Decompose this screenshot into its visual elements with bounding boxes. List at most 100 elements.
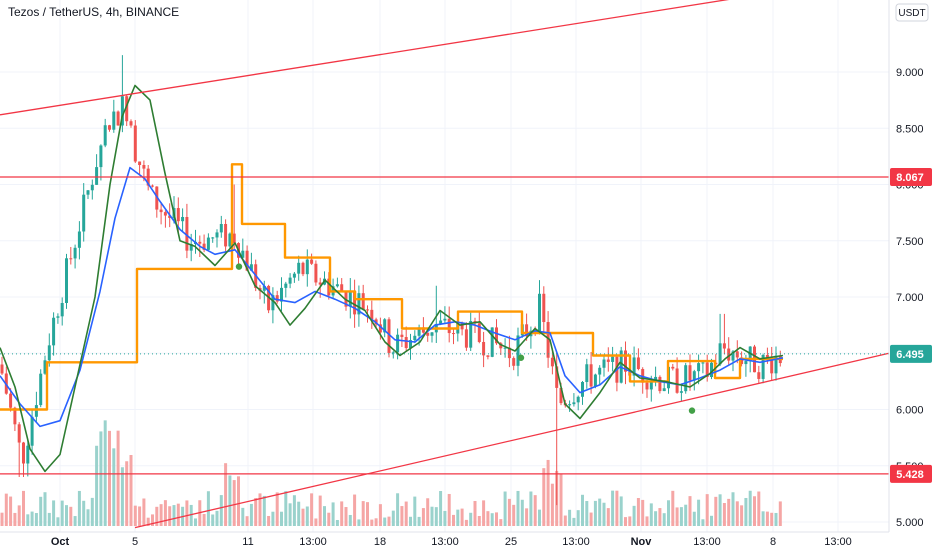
volume-bar <box>684 504 688 526</box>
volume-bar <box>636 498 640 526</box>
candle-body <box>310 259 314 264</box>
volume-bar <box>482 500 486 526</box>
volume-bar <box>112 448 116 526</box>
candle-body <box>90 184 94 191</box>
volume-bar <box>495 512 498 526</box>
volume-bar <box>13 512 17 526</box>
unit-button-frame[interactable] <box>895 3 929 22</box>
candle-body <box>95 167 99 185</box>
candle-body <box>482 341 486 356</box>
volume-bar <box>649 503 653 526</box>
volume-bar <box>658 508 662 526</box>
volume-bar <box>211 514 215 526</box>
candle-body <box>606 359 610 362</box>
signal-dot <box>688 407 696 414</box>
candle-body <box>740 357 744 365</box>
unit-button-label[interactable]: USDT <box>898 8 925 19</box>
price-badge: 8.067 <box>890 167 932 186</box>
time-tick-label: 18 <box>374 536 386 548</box>
candle-body <box>357 293 361 315</box>
volume-bar <box>90 497 94 526</box>
volume-bar <box>271 511 275 526</box>
volume-bar <box>710 515 713 526</box>
volume-bar <box>525 508 529 526</box>
time-tick-label: 5 <box>132 536 138 548</box>
candle-body <box>611 356 615 362</box>
volume-bar <box>692 511 696 526</box>
overlay-line-green <box>0 84 784 473</box>
price-tick-label: 7.500 <box>896 236 924 248</box>
candle-body <box>757 372 761 379</box>
volume-bar <box>529 491 533 526</box>
volume-bar <box>439 491 443 526</box>
volume-bar <box>499 519 503 526</box>
price-badge-bg <box>890 167 932 186</box>
candle-body <box>555 366 559 388</box>
candle-body <box>138 161 142 166</box>
candle-body <box>9 393 13 408</box>
volume-bar <box>421 508 425 526</box>
candle-body <box>155 186 159 210</box>
volume-bar <box>568 509 572 526</box>
indicator-overlays <box>0 0 890 529</box>
volume-bar <box>82 500 86 526</box>
candle-body <box>542 293 546 323</box>
price-badge-label: 6.495 <box>896 349 924 361</box>
volume-bar <box>585 501 589 526</box>
volume-bar <box>189 504 193 526</box>
candle-body <box>292 273 296 278</box>
candle-body <box>387 319 391 353</box>
time-tick-label: Oct <box>51 536 70 548</box>
candle-body <box>211 237 215 239</box>
candle-body <box>770 357 774 374</box>
volume-bar <box>47 512 51 526</box>
volume-bar <box>69 506 73 526</box>
price-badge-bg <box>890 344 932 363</box>
volume-bar <box>120 467 124 526</box>
candle-body <box>400 334 404 338</box>
volume-bar <box>116 430 120 526</box>
price-axis-bg <box>889 0 932 532</box>
volume-bar <box>163 500 167 526</box>
candle-body <box>176 208 180 222</box>
candle-body <box>245 250 249 271</box>
volume-bar <box>125 461 129 526</box>
volume-bar <box>245 516 249 526</box>
volume-bar <box>675 507 679 526</box>
volume-bar <box>155 506 159 526</box>
volume-bar <box>30 511 34 526</box>
time-tick-label: 8 <box>770 536 776 548</box>
price-tick-label: 8.500 <box>896 123 924 135</box>
volume-bar <box>280 511 283 526</box>
volume-bar <box>477 515 481 526</box>
candle-body <box>82 194 86 232</box>
volume-bar <box>589 512 593 526</box>
candle-body <box>722 343 726 349</box>
candle-body <box>396 334 400 353</box>
volume-bar <box>310 493 314 526</box>
volume-bar <box>288 503 292 526</box>
volume-bar <box>348 514 352 526</box>
candle-body <box>39 373 43 406</box>
candle-body <box>735 351 739 358</box>
volume-bar <box>17 505 21 526</box>
volume-bar <box>86 509 90 526</box>
candle-body <box>60 302 64 317</box>
candle-body <box>202 243 206 250</box>
volume-bar <box>318 495 322 526</box>
candle-body <box>262 285 266 291</box>
volume-bar <box>168 506 172 526</box>
candle-body <box>477 323 481 342</box>
currency-unit-button[interactable]: USDT <box>895 3 929 22</box>
volume-bar <box>95 445 99 526</box>
volume-bar <box>452 514 455 526</box>
candle-body <box>460 322 464 330</box>
volume-bar <box>142 498 146 526</box>
candle-body <box>430 332 434 336</box>
candle-body <box>525 324 529 337</box>
volume-bars <box>0 420 782 526</box>
candle-body <box>0 364 4 374</box>
volume-bar <box>73 516 77 526</box>
